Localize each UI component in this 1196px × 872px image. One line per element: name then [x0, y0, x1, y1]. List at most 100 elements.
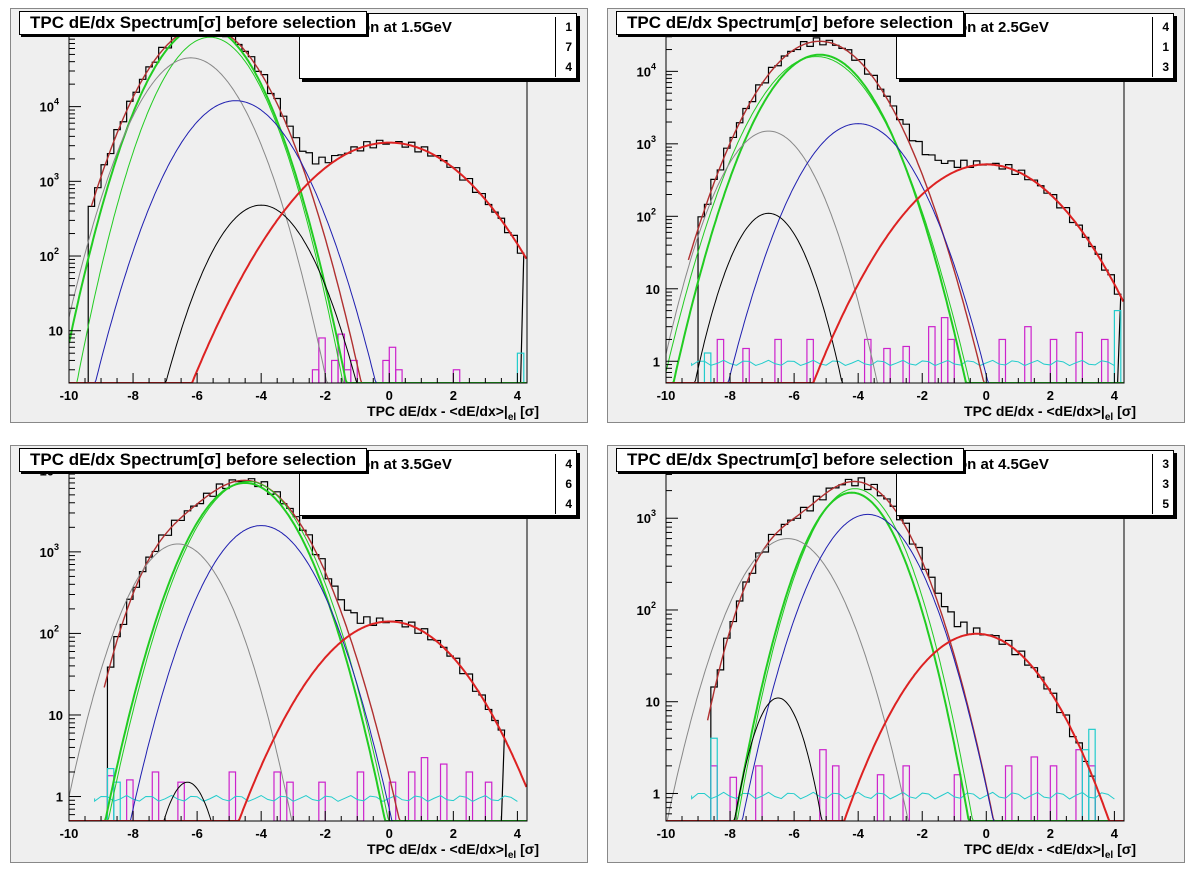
magenta-bin [928, 326, 936, 383]
curve-red [666, 632, 1124, 821]
x-tick-label: -4 [852, 826, 864, 841]
stat-digit: 4 [565, 457, 572, 471]
curve-red [69, 141, 527, 383]
magenta-bin [465, 771, 474, 821]
x-axis-label: TPC dE/dx - <dE/dx>|el [σ] [964, 403, 1136, 423]
stat-digit: 6 [565, 477, 572, 491]
magenta-bin [388, 346, 397, 383]
x-tick-label: -10 [657, 388, 676, 403]
x-tick-label: -8 [724, 388, 736, 403]
y-tick-label: 103 [637, 134, 656, 152]
x-tick-label: 2 [1047, 388, 1054, 403]
x-tick-label: -6 [788, 826, 800, 841]
x-axis: -10 -8 -6 -4 -2 0 2 4 [60, 811, 522, 841]
stat-digit: 1 [565, 20, 572, 34]
x-tick-label: 4 [1111, 388, 1119, 403]
curve-green-b [666, 488, 1124, 821]
x-tick-label: -4 [255, 388, 267, 403]
curve-gray [69, 57, 527, 383]
stat-digit: 3 [1162, 477, 1169, 491]
y-tick-label: 103 [40, 542, 59, 560]
x-tick-label: -4 [852, 388, 864, 403]
plot-pad-3-5gev: -10 -8 -6 -4 -2 0 2 4 TPC dE/dx - <dE/dx>|el [σ]… [10, 445, 588, 863]
curve-gray [69, 543, 527, 821]
x-tick-label: 0 [386, 388, 393, 403]
y-tick-label: 1 [56, 790, 63, 805]
y-tick-label: 10 [646, 695, 660, 710]
plot-title: TPC dE/dx Spectrum[σ] before selection [19, 11, 368, 35]
curve-red [666, 163, 1124, 383]
x-tick-label: -10 [60, 826, 79, 841]
x-tick-label: -8 [127, 826, 139, 841]
curve-blue [69, 525, 527, 821]
curve-green-b [69, 36, 527, 383]
curve-total [90, 25, 521, 383]
curve-green-a [69, 24, 527, 383]
stat-digit: 1 [1162, 40, 1169, 54]
y-tick-label: 102 [40, 623, 59, 641]
curve-gray [666, 538, 1124, 821]
curve-black [666, 212, 1124, 383]
x-tick-label: 4 [514, 388, 522, 403]
magenta-bin [484, 781, 493, 821]
magenta-bin [716, 338, 725, 383]
x-tick-label: 2 [1047, 826, 1054, 841]
x-axis: -10 -8 -6 -4 -2 0 2 4 [60, 373, 522, 403]
x-tick-label: -6 [191, 388, 203, 403]
y-tick-label: 104 [40, 97, 59, 115]
magenta-bin [947, 338, 955, 383]
x-tick-label: -4 [255, 826, 267, 841]
stat-digit: 4 [565, 60, 572, 74]
cyan-baseline [691, 791, 1115, 800]
x-tick-label: 4 [1111, 826, 1119, 841]
curve-total [103, 479, 502, 821]
magenta-bin [420, 757, 429, 821]
y-tick-label: 103 [40, 171, 59, 189]
histogram [697, 37, 1122, 383]
plot-title: TPC dE/dx Spectrum[σ] before selection [616, 11, 965, 35]
magenta-bin [318, 781, 326, 821]
magenta-bin [1075, 749, 1083, 821]
magenta-bin [774, 338, 782, 383]
curve-green-a [666, 53, 1124, 383]
x-axis: -10 -8 -6 -4 -2 0 2 4 [657, 373, 1119, 403]
stat-digits: 3 3 5 [1152, 454, 1169, 514]
cyan-bin [113, 781, 121, 821]
data-layer [666, 37, 1124, 383]
magenta-bin [1024, 326, 1032, 383]
magenta-bin [883, 347, 891, 383]
plot-pad-1-5gev: -10 -8 -6 -4 -2 0 2 4 TPC dE/dx - <dE/dx>|el [σ]… [10, 8, 588, 423]
y-axis: 1 10 102 103 [637, 453, 678, 815]
plot-title: TPC dE/dx Spectrum[σ] before selection [616, 448, 965, 472]
cyan-bin [710, 737, 718, 821]
x-tick-label: -2 [916, 826, 928, 841]
stat-digits: 4 6 4 [555, 454, 572, 514]
stat-digit: 5 [1162, 497, 1169, 511]
x-tick-label: -8 [127, 388, 139, 403]
y-tick-label: 102 [40, 246, 59, 264]
y-tick-label: 10 [49, 324, 63, 339]
y-tick-label: 1 [653, 354, 660, 369]
magenta-bin [902, 345, 911, 383]
magenta-bin [863, 338, 872, 383]
x-tick-label: -6 [191, 826, 203, 841]
x-tick-label: -2 [916, 388, 928, 403]
y-tick-label: 10 [49, 708, 63, 723]
y-axis: 10102103104105 [40, 22, 81, 384]
curve-green-b [666, 56, 1124, 383]
x-tick-label: -10 [657, 826, 676, 841]
x-tick-label: -6 [788, 388, 800, 403]
magenta-bin [940, 317, 949, 383]
x-axis: -10 -8 -6 -4 -2 0 2 4 [657, 811, 1119, 841]
magenta-bin [1075, 331, 1083, 383]
curve-black [69, 204, 527, 383]
stat-digits: 1 7 4 [555, 17, 572, 77]
y-tick-label: 103 [637, 508, 656, 526]
magenta-bin [710, 765, 718, 821]
data-layer [69, 478, 527, 821]
plot-pad-4-5gev: -10 -8 -6 -4 -2 0 2 4 TPC dE/dx - <dE/dx>|el [σ]… [607, 445, 1185, 863]
cyan-baseline [94, 794, 518, 803]
